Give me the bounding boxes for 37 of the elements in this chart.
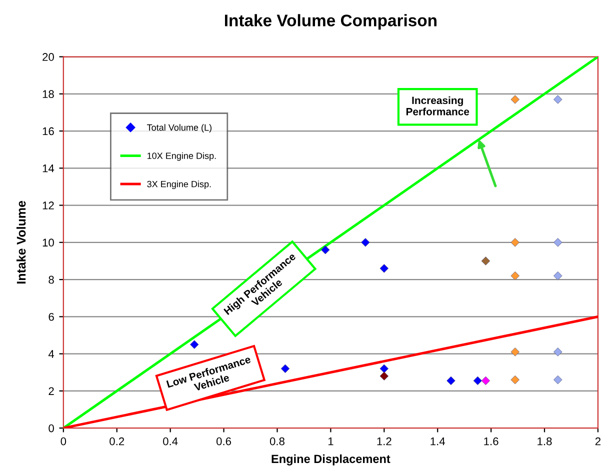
y-tick-label: 6 xyxy=(48,312,54,321)
x-tick-label: 0 xyxy=(60,437,66,446)
x-tick-label: 0.2 xyxy=(110,437,124,446)
point xyxy=(473,376,482,386)
y-tick-label: 16 xyxy=(42,127,54,136)
y-tick-label: 14 xyxy=(42,164,54,172)
point xyxy=(280,364,290,374)
y-tick-label: 20 xyxy=(42,53,54,61)
x-tick-label: 0.4 xyxy=(163,437,178,446)
y-tick-label: 12 xyxy=(42,202,54,210)
x-tick-label: 1.4 xyxy=(430,438,445,446)
y-tick-label: 10 xyxy=(42,238,54,247)
y-tick-label: 18 xyxy=(42,90,54,98)
point xyxy=(510,348,520,356)
point xyxy=(510,95,520,104)
legend-label: 10X Engine Disp. xyxy=(147,152,216,161)
x-tick-label: 1.6 xyxy=(484,437,498,446)
point xyxy=(481,376,490,386)
x-tick-label: 1.8 xyxy=(538,437,552,446)
point xyxy=(190,340,199,349)
y-tick-label: 8 xyxy=(48,276,54,284)
point xyxy=(361,238,370,247)
chart-title: Intake Volume Comparison xyxy=(224,14,436,30)
point xyxy=(553,375,562,384)
y-tick-label: 2 xyxy=(48,387,54,395)
x-tick-label: 1.2 xyxy=(377,437,392,446)
y-tick-label: 4 xyxy=(48,350,54,358)
annotation: Increasing Performance xyxy=(406,96,470,116)
y-axis-title: Intake Volume xyxy=(16,200,26,284)
x-tick-label: 2 xyxy=(595,437,600,446)
x-tick-label: 0.6 xyxy=(216,437,232,446)
legend-label: 3X Engine Disp. xyxy=(147,180,211,190)
x-axis-title: Engine Displacement xyxy=(272,454,390,466)
x-tick-label: 0.8 xyxy=(270,437,284,446)
x-tick-label: 1 xyxy=(328,438,334,446)
y-tick-label: 0 xyxy=(48,424,54,432)
legend-label: Total Volume (L) xyxy=(147,124,212,132)
